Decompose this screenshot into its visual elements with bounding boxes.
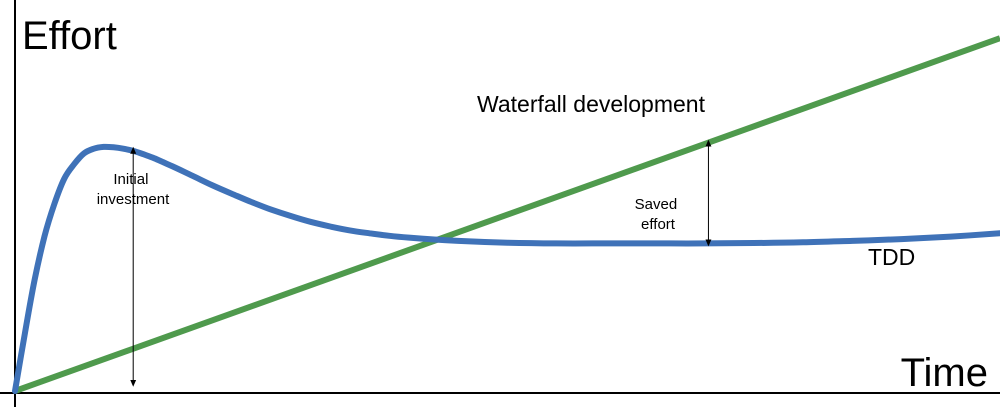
initial-investment-label-line-1: Initial: [113, 171, 148, 188]
initial-investment-label: Initial investment: [97, 171, 170, 208]
series-label-tdd: TDD: [868, 244, 915, 270]
x-axis-title: Time: [901, 351, 988, 395]
y-axis-title: Effort: [22, 14, 117, 58]
series-label-waterfall: Waterfall development: [477, 91, 706, 117]
series-line-tdd: [12, 143, 1000, 394]
saved-effort-label: Saved effort: [635, 196, 682, 233]
saved-effort-label-line-1: Saved: [635, 196, 678, 213]
initial-investment-label-line-2: investment: [97, 191, 170, 208]
saved-effort-label-line-2: effort: [641, 216, 676, 233]
series-line-waterfall: [13, 35, 1000, 394]
